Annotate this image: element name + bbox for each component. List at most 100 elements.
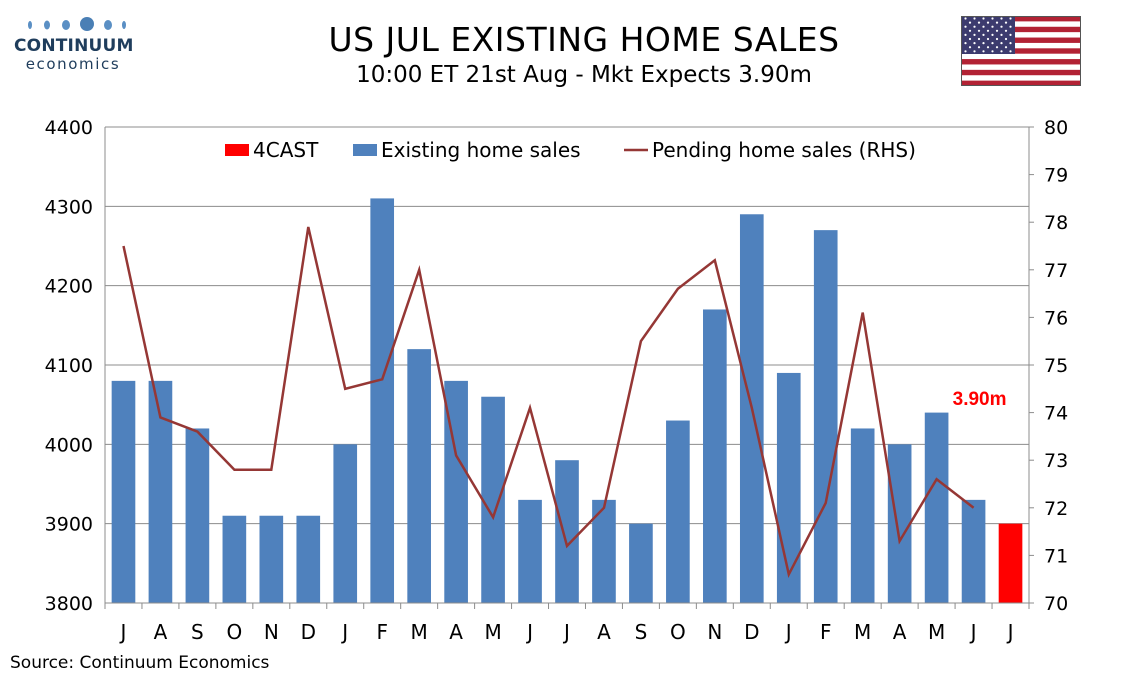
bar-existing-home-sales: [666, 420, 690, 603]
flag-star: [1000, 33, 1003, 36]
source-note: Source: Continuum Economics: [10, 653, 270, 673]
legend: 4CAST Existing home sales Pending home sal…: [225, 138, 916, 162]
x-tick-label: D: [744, 620, 759, 644]
y2-tick-label: 71: [1044, 545, 1068, 567]
flag-star: [977, 29, 981, 32]
flag-star: [973, 33, 976, 36]
legend-swatch: [225, 144, 249, 156]
x-tick-label: A: [449, 620, 463, 644]
chart-subtitle: 10:00 ET 21st Aug - Mkt Expects 3.90m: [356, 62, 812, 88]
flag-star: [973, 17, 976, 20]
bar-existing-home-sales: [444, 380, 468, 603]
flag-star: [964, 50, 967, 53]
y2-tick-label: 72: [1044, 498, 1068, 520]
flag-star: [1009, 42, 1012, 45]
flag-star: [982, 33, 985, 36]
flag-star: [995, 21, 999, 24]
flag-star: [995, 46, 999, 49]
bar-existing-home-sales: [481, 396, 505, 603]
flag-star: [1000, 50, 1003, 53]
flag-star: [986, 21, 990, 24]
flag-stripe: [961, 64, 1081, 71]
bar-existing-home-sales: [518, 499, 542, 603]
x-tick-label: S: [635, 620, 648, 644]
y-tick-label: 4100: [45, 355, 93, 377]
bar-existing-home-sales: [703, 309, 727, 603]
x-tick-label: J: [562, 620, 570, 644]
flag-star: [982, 25, 985, 28]
legend-label: 4CAST: [253, 138, 319, 162]
flag-star: [991, 25, 994, 28]
flag-stripe: [961, 80, 1081, 86]
flag-star: [1009, 33, 1012, 36]
bar-existing-home-sales: [185, 428, 210, 603]
flag-star: [968, 37, 972, 41]
legend-label: Existing home sales: [381, 138, 581, 162]
logo-dot: [122, 21, 126, 29]
flag-star: [1000, 25, 1003, 28]
logo-dot: [80, 17, 94, 31]
flag-star: [964, 17, 967, 20]
flag-star: [982, 42, 985, 45]
bar-existing-home-sales: [296, 515, 321, 603]
flag-star: [1009, 50, 1012, 53]
bar-4cast: [998, 523, 1023, 603]
x-tick-label: A: [154, 620, 168, 644]
flag-star: [1000, 42, 1003, 45]
flag-star: [986, 46, 990, 49]
x-tick-label: M: [484, 620, 501, 644]
bar-existing-home-sales: [407, 349, 431, 603]
flag-star: [995, 37, 999, 41]
x-tick-label: J: [784, 620, 792, 644]
x-tick-label: N: [264, 620, 279, 644]
flag-star: [1004, 21, 1008, 24]
flag-stripe: [961, 59, 1081, 65]
bar-existing-home-sales: [259, 515, 284, 603]
flag-star: [977, 37, 981, 41]
y2-tick-label: 74: [1044, 403, 1068, 425]
y2-tick-label: 70: [1044, 593, 1068, 615]
bar-existing-home-sales: [924, 412, 949, 603]
logo-name: CONTINUUM: [14, 36, 134, 56]
x-tick-label: F: [376, 620, 388, 644]
flag-star: [973, 42, 976, 45]
flag-star: [964, 42, 967, 45]
flag-stripe: [961, 48, 1081, 54]
y2-tick-label: 77: [1044, 260, 1068, 282]
y2-tick-label: 79: [1044, 165, 1068, 187]
x-tick-label: J: [969, 620, 977, 644]
y-tick-label: 3900: [45, 514, 93, 536]
flag-border: [961, 16, 1081, 86]
flag-star: [968, 46, 972, 49]
logo-dots: [28, 17, 126, 31]
y2-tick-label: 73: [1044, 450, 1068, 472]
chart-title: US JUL EXISTING HOME SALES: [328, 20, 840, 59]
legend-swatch: [353, 144, 377, 156]
x-tick-label: F: [820, 620, 832, 644]
flag-star: [968, 29, 972, 32]
x-tick-label: J: [340, 620, 348, 644]
flag-star: [991, 42, 994, 45]
bar-existing-home-sales: [629, 523, 653, 603]
flag-star: [1004, 29, 1008, 32]
y-tick-label: 4400: [45, 117, 93, 139]
flag-star: [973, 50, 976, 53]
logo-dot: [28, 21, 32, 29]
logo-dot: [44, 20, 50, 30]
y2-tick-label: 76: [1044, 307, 1068, 329]
x-tick-label: M: [928, 620, 945, 644]
x-tick-label: N: [707, 620, 722, 644]
bar-existing-home-sales: [961, 499, 986, 603]
x-tick-label: J: [1006, 620, 1014, 644]
flag-star: [995, 29, 999, 32]
x-tick-label: J: [525, 620, 533, 644]
flag-star: [982, 50, 985, 53]
flag-star: [991, 33, 994, 36]
flag-stripe: [961, 16, 1081, 22]
flag-stripe: [961, 53, 1081, 60]
x-tick-label: A: [893, 620, 907, 644]
bar-existing-home-sales: [813, 230, 838, 603]
bar-existing-home-sales: [850, 428, 875, 603]
